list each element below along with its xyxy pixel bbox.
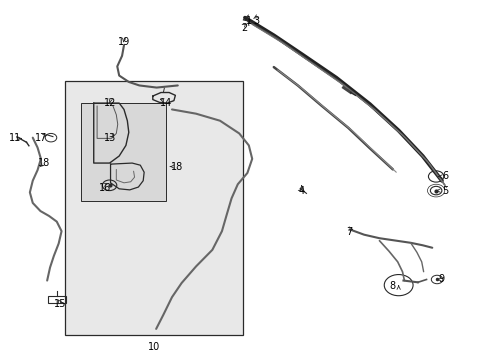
- Text: 19: 19: [118, 37, 130, 47]
- Text: 9: 9: [439, 274, 445, 284]
- Text: 1: 1: [246, 15, 252, 26]
- Text: 18: 18: [38, 158, 50, 168]
- Text: 2: 2: [241, 23, 247, 33]
- Text: 10: 10: [147, 342, 160, 351]
- Text: 11: 11: [9, 133, 22, 143]
- Text: 4: 4: [298, 186, 305, 196]
- Text: 14: 14: [160, 98, 172, 108]
- Text: 12: 12: [104, 98, 117, 108]
- Text: 8: 8: [390, 281, 396, 291]
- Text: 15: 15: [54, 299, 66, 309]
- Bar: [48, 296, 66, 303]
- FancyBboxPatch shape: [65, 81, 243, 334]
- Text: 18: 18: [171, 162, 183, 172]
- FancyBboxPatch shape: [81, 103, 166, 201]
- Text: 6: 6: [442, 171, 449, 181]
- Text: 5: 5: [442, 186, 449, 196]
- Text: 13: 13: [104, 133, 117, 143]
- Text: 17: 17: [35, 133, 47, 143]
- Text: 3: 3: [253, 15, 260, 26]
- Text: 7: 7: [346, 227, 353, 237]
- Text: 16: 16: [98, 183, 111, 193]
